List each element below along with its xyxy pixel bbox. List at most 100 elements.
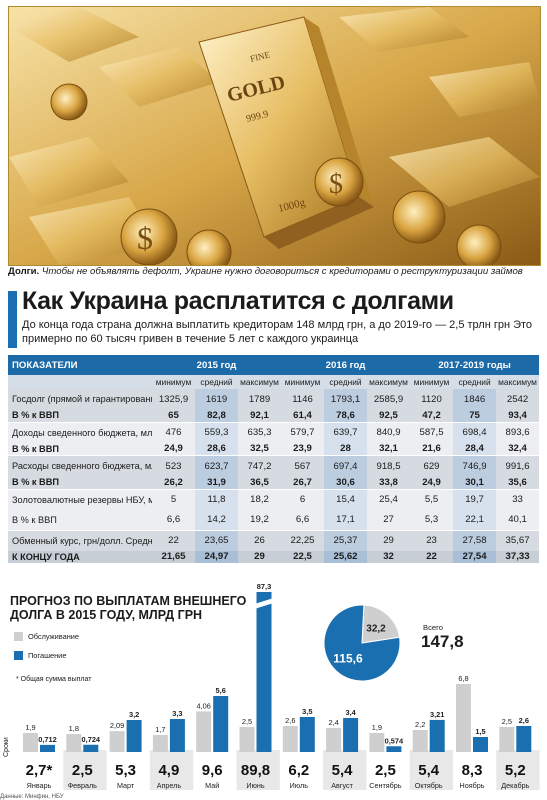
cell-value: 25,37 xyxy=(324,529,368,551)
cell-value: 23,9 xyxy=(281,442,325,456)
service-bar xyxy=(499,727,515,752)
month-total-label: 5,4 xyxy=(418,762,440,779)
cell-value: 21,65 xyxy=(152,550,195,563)
service-value-label: 2,6 xyxy=(285,716,295,725)
service-bar xyxy=(369,733,385,752)
table-row: Обменный курс, грн/долл. Средний показат… xyxy=(8,529,540,551)
cell-value: 22,5 xyxy=(281,550,325,563)
month-total-label: 5,3 xyxy=(115,762,136,779)
service-bar xyxy=(326,728,342,752)
axis-label-terms: Сроки xyxy=(3,737,10,757)
service-value-label: 1,8 xyxy=(69,724,79,733)
pie-slice-service xyxy=(361,604,401,644)
cell-value: 32,4 xyxy=(496,442,540,456)
month-label: Июнь xyxy=(246,781,265,790)
month-band xyxy=(63,750,107,790)
month-label: Январь xyxy=(27,781,52,790)
repayment-value-label: 1,5 xyxy=(475,727,485,736)
month-band xyxy=(236,750,280,790)
month-label: Ноябрь xyxy=(460,781,485,790)
cell-value: 2585,9 xyxy=(367,389,411,409)
svg-text:FINE: FINE xyxy=(249,49,271,64)
service-value-label: 6,8 xyxy=(458,674,468,683)
cell-value: 639,7 xyxy=(324,421,368,443)
cell-value: 82,8 xyxy=(195,409,238,422)
month-label: Март xyxy=(117,781,135,790)
forecast-chart-title: ПРОГНОЗ ПО ВЫПЛАТАМ ВНЕШНЕГО ДОЛГА В 201… xyxy=(10,594,246,622)
article-headline: Как Украина расплатится с долгами xyxy=(22,287,454,315)
photo-caption: Долги. Чтобы не объявлять дефолт, Украин… xyxy=(8,266,543,277)
subheader-min: минимум xyxy=(410,375,454,389)
month-band xyxy=(323,750,367,790)
service-value-label: 2,5 xyxy=(242,717,252,726)
cell-value: 559,3 xyxy=(195,421,238,443)
cell-value: 567 xyxy=(281,455,325,476)
repayment-bar xyxy=(256,592,272,752)
cell-value: 22,1 xyxy=(453,509,497,530)
table-total-row: К КОНЦУ ГОДА 21,65 24,97 29 22,5 25,62 32 22 27,… xyxy=(8,550,540,563)
header-indicators: ПОКАЗАТЕЛИ xyxy=(8,355,152,375)
cell-value: 6 xyxy=(281,488,325,510)
forecast-title-line2: ДОЛГА В 2015 ГОДУ, МЛРД ГРН xyxy=(10,608,203,622)
cell-value: 623,7 xyxy=(195,455,238,476)
cell-value: 15,4 xyxy=(324,488,368,510)
month-label: Август xyxy=(331,781,353,790)
cell-value: 587,5 xyxy=(410,421,454,443)
cell-value: 991,6 xyxy=(496,455,540,476)
total-label: Всего xyxy=(423,623,443,632)
cell-value: 93,4 xyxy=(496,409,540,422)
pie-svg: 32,2 115,6 xyxy=(323,604,401,682)
cell-value: 28,4 xyxy=(453,442,497,456)
cell-value: 33,8 xyxy=(367,476,411,489)
table-row: Золотовалютные резервы НБУ, млрд долл.51… xyxy=(8,488,540,510)
service-value-label: 1,9 xyxy=(372,723,382,732)
monthly-bar-chart: 1,90,7122,7*Январь1,80,7242,5Февраль2,09… xyxy=(23,582,540,790)
cell-value: 23,65 xyxy=(195,529,238,551)
cell-value: 1325,9 xyxy=(152,389,195,409)
headline-accent-bar xyxy=(8,291,17,348)
cell-value: 30,6 xyxy=(324,476,368,489)
cell-value: 6,6 xyxy=(152,509,195,530)
table-row: В % к ВВП 6,6 14,2 19,2 6,6 17,1 27 5,3 22,1 40,1 xyxy=(8,509,540,530)
cell-value: 47,2 xyxy=(410,409,454,422)
service-value-label: 2,5 xyxy=(502,717,512,726)
bar-break-mark xyxy=(254,598,274,609)
service-bar xyxy=(109,731,125,752)
service-value-label: 2,4 xyxy=(328,718,338,727)
month-total-label: 2,7* xyxy=(26,762,53,779)
month-label: Июль xyxy=(290,781,309,790)
table-row: В % к ВВП 26,2 31,9 36,5 26,7 30,6 33,8 24,9 30,… xyxy=(8,476,540,489)
service-bar xyxy=(66,734,82,752)
month-label: Октябрь xyxy=(415,781,443,790)
month-total-label: 89,8 xyxy=(241,762,270,779)
month-total-label: 8,3 xyxy=(462,762,483,779)
month-total-label: 5,4 xyxy=(332,762,354,779)
cell-value: 19,2 xyxy=(238,509,282,530)
cell-value: 840,9 xyxy=(367,421,411,443)
row-label: В % к ВВП xyxy=(8,409,152,422)
service-bar xyxy=(239,727,255,752)
footnote: * Общая сумма выплат xyxy=(16,676,92,683)
source-note: Данные: Минфин, НБУ xyxy=(0,794,64,800)
repayment-bar xyxy=(169,719,185,752)
repayment-bar xyxy=(386,746,402,752)
cell-value: 23 xyxy=(410,529,454,551)
subheader-avg: средний xyxy=(324,375,368,389)
subheader-avg: средний xyxy=(195,375,238,389)
indicators-table: ПОКАЗАТЕЛИ 2015 год 2016 год 2017-2019 г… xyxy=(8,355,540,563)
cell-value: 24,9 xyxy=(410,476,454,489)
table-subheader-row: минимум средний максимум минимум средний… xyxy=(8,375,540,389)
cell-value: 33 xyxy=(496,488,540,510)
month-band xyxy=(149,750,194,790)
caption-bold: Долги. xyxy=(8,266,40,277)
row-label: В % к ВВП xyxy=(8,509,152,530)
cell-value: 1793,1 xyxy=(324,389,368,409)
repayment-bar xyxy=(126,720,142,752)
cell-value: 11,8 xyxy=(195,488,238,510)
article-lead: До конца года страна должна выплатить кр… xyxy=(22,319,533,345)
subheader-max: максимум xyxy=(367,375,411,389)
service-bar xyxy=(456,684,471,752)
repayment-bar xyxy=(299,717,315,752)
svg-text:999.9: 999.9 xyxy=(245,109,269,125)
cell-value: 635,3 xyxy=(238,421,282,443)
